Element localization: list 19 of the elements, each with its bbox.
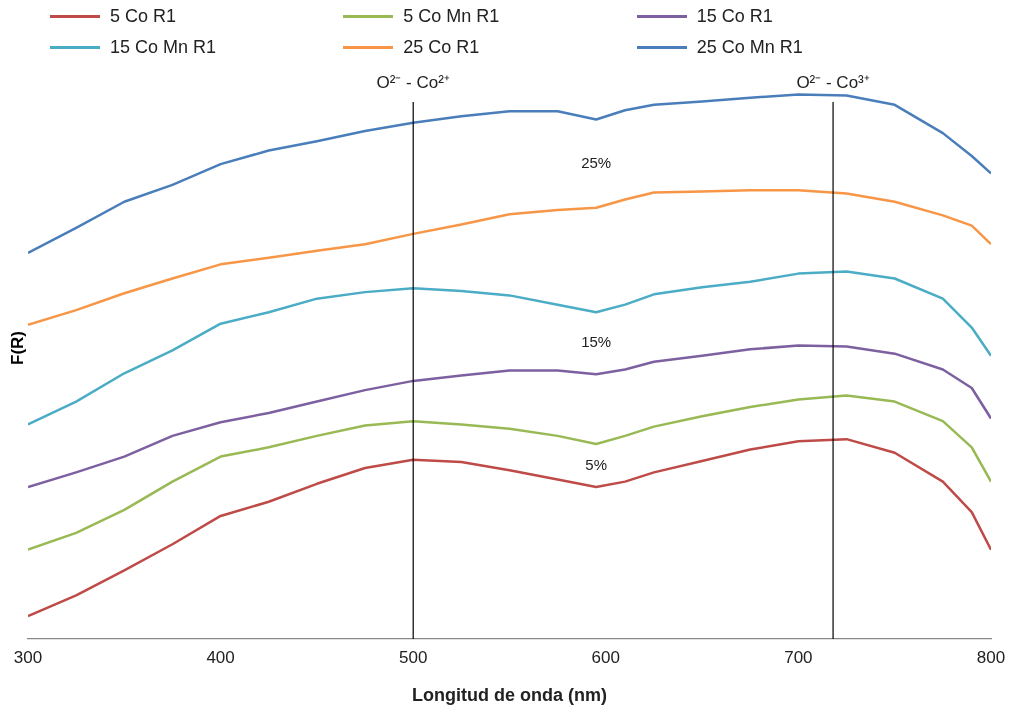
annotation: 5% [585, 455, 608, 473]
x-tick-label: 800 [976, 647, 1006, 667]
legend-label: 15 Co Mn R1 [110, 37, 217, 58]
x-tick-label: 300 [13, 647, 43, 667]
legend-label: 5 Co R1 [110, 6, 177, 27]
x-tick-label: 700 [784, 647, 813, 667]
legend-label: 15 Co R1 [696, 6, 773, 27]
annotation: 15% [581, 333, 612, 351]
ref-line-label: O²⁻ - Co³⁺ [796, 73, 870, 92]
x-tick-label: 600 [591, 647, 620, 667]
annotation: 25% [581, 153, 612, 171]
legend-label: 25 Co R1 [403, 37, 480, 58]
legend-label: 5 Co Mn R1 [403, 6, 500, 27]
y-axis-title: F(R) [8, 331, 28, 365]
ref-line-label: O²⁻ - Co²⁺ [376, 73, 450, 92]
x-tick-label: 400 [206, 647, 235, 667]
x-tick-label: 500 [399, 647, 428, 667]
x-axis-title: Longitud de onda (nm) [412, 685, 607, 706]
legend-label: 25 Co Mn R1 [696, 37, 803, 58]
